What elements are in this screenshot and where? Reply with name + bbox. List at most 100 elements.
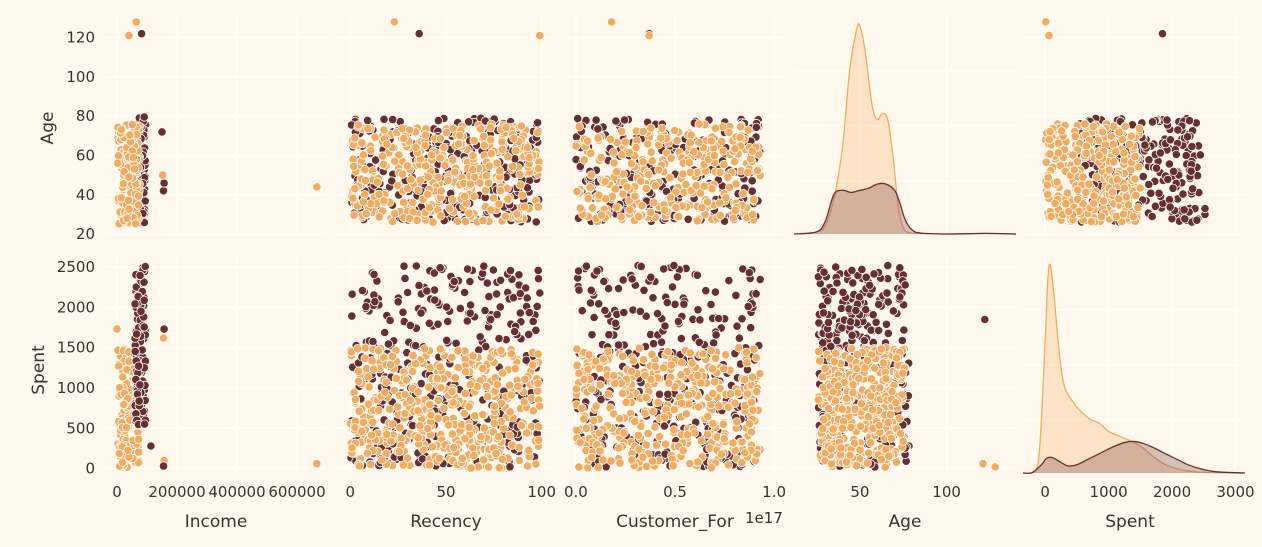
scatter-point: [586, 452, 597, 463]
scatter-point: [380, 327, 390, 338]
scatter-point: [650, 181, 660, 191]
scatter-point: [741, 347, 752, 357]
scatter-point: [413, 433, 423, 443]
scatter-point: [752, 165, 763, 175]
scatter-point: [483, 391, 493, 402]
scatter-point: [389, 17, 399, 27]
scatter-point: [1044, 135, 1054, 145]
scatter-point: [855, 421, 866, 431]
scatter-point: [685, 348, 695, 358]
scatter-point: [374, 189, 384, 200]
x-tick-label: 2000: [1153, 483, 1191, 501]
scatter-point: [455, 130, 465, 140]
scatter-point: [159, 324, 169, 334]
scatter-point: [863, 448, 874, 458]
panel-age-customer-for: [564, 16, 786, 236]
scatter-point: [465, 179, 475, 189]
scatter-point: [740, 375, 750, 385]
scatter-point: [575, 437, 585, 448]
x-tick-label: 50: [436, 483, 455, 501]
scatter-point: [405, 395, 415, 405]
scatter-point: [435, 344, 445, 354]
scatter-point: [619, 307, 629, 318]
scatter-point: [850, 438, 860, 448]
scatter-point: [640, 408, 650, 418]
scatter-point: [414, 280, 424, 291]
scatter-point: [716, 449, 727, 459]
scatter-point: [363, 372, 373, 382]
scatter-point: [1147, 211, 1157, 222]
scatter-point: [478, 363, 488, 374]
scatter-point: [158, 186, 169, 196]
scatter-point: [459, 287, 470, 298]
scatter-point: [724, 275, 734, 286]
scatter-point: [823, 403, 834, 414]
scatter-point: [586, 170, 596, 180]
panel-age-age-kde: [793, 16, 1017, 236]
scatter-point: [710, 287, 721, 297]
scatter-point: [125, 130, 135, 140]
scatter-point: [888, 306, 899, 316]
scatter-point: [136, 306, 146, 316]
scatter-point: [385, 315, 395, 325]
scatter-point: [643, 169, 654, 179]
scatter-point: [433, 116, 443, 126]
scatter-point: [633, 212, 644, 222]
scatter-point: [1179, 205, 1189, 215]
scatter-point: [1151, 163, 1162, 173]
scatter-point: [694, 119, 704, 129]
scatter-point: [464, 208, 474, 218]
scatter-point: [402, 287, 413, 298]
scatter-point: [577, 403, 587, 413]
scatter-point: [357, 285, 368, 296]
scatter-point: [520, 374, 530, 384]
scatter-point: [468, 351, 478, 361]
scatter-point: [573, 114, 583, 124]
scatter-point: [891, 457, 902, 467]
scatter-point: [453, 362, 463, 373]
scatter-point: [818, 308, 829, 318]
scatter-point: [504, 380, 515, 390]
scatter-point: [638, 157, 648, 167]
scatter-point: [1184, 116, 1195, 126]
scatter-point: [158, 461, 169, 471]
scatter-point: [687, 358, 697, 368]
scatter-point: [627, 455, 637, 465]
scatter-point: [358, 150, 368, 160]
scatter-point: [696, 436, 706, 446]
scatter-point: [1171, 149, 1181, 160]
scatter-point: [460, 388, 470, 399]
scatter-point: [721, 193, 731, 203]
scatter-point: [728, 438, 738, 448]
scatter-point: [659, 413, 670, 423]
scatter-point: [1088, 122, 1098, 132]
scatter-point: [817, 372, 828, 382]
scatter-point: [463, 117, 474, 127]
scatter-point: [841, 393, 852, 404]
scatter-point: [157, 127, 167, 137]
scatter-point: [486, 149, 496, 159]
scatter-point: [730, 398, 740, 408]
scatter-point: [453, 139, 464, 149]
scatter-point: [857, 264, 867, 274]
scatter-point: [1109, 157, 1119, 167]
scatter-point: [347, 289, 357, 299]
scatter-point: [475, 332, 485, 342]
scatter-point: [1078, 172, 1088, 182]
scatter-point: [694, 402, 704, 412]
scatter-point: [389, 209, 400, 219]
scatter-point: [883, 328, 893, 338]
x-tick-label: 100: [932, 483, 961, 501]
scatter-point: [360, 165, 370, 175]
scatter-point: [594, 299, 604, 309]
scatter-point: [862, 458, 872, 468]
scatter-point: [1140, 140, 1150, 150]
panel-spent-customer-for: 0.0 0.5 1.0: [564, 255, 786, 501]
scatter-point: [1062, 188, 1073, 198]
scatter-point: [427, 442, 438, 452]
scatter-point: [402, 161, 412, 171]
scatter-point: [465, 300, 476, 310]
scatter-point: [747, 176, 757, 186]
scatter-point: [657, 123, 667, 133]
